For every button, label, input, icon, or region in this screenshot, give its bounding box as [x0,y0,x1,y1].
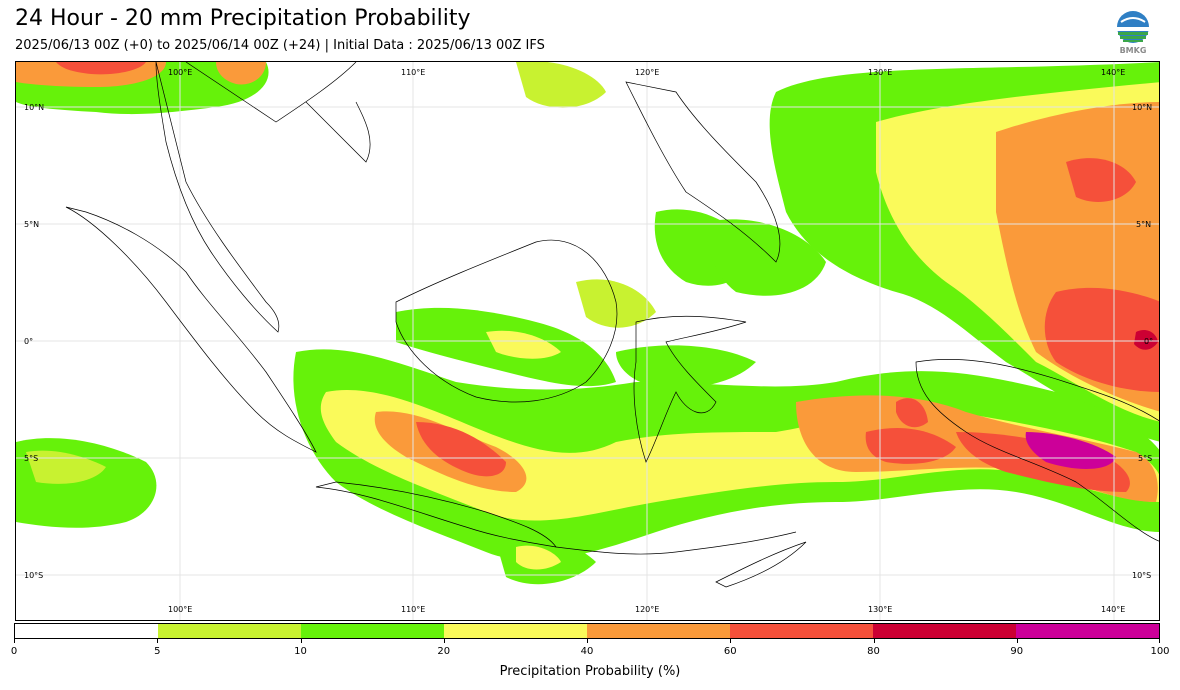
indochina-coast [185,62,357,123]
colorbar-segment [15,624,158,638]
bmkg-logo-icon: BMKG [1114,10,1152,56]
colorbar-tick [300,639,302,643]
nusa-tenggara-coast [555,531,797,555]
lon-label-bottom: 110°E [401,605,425,614]
lat-label-left: 0° [24,337,33,346]
sumatra-coast [65,206,317,453]
map-canvas: 100°E 110°E 120°E 130°E 140°E 100°E 110°… [16,62,1159,620]
lat-label-right: 0° [1144,337,1153,346]
sulawesi-coast [633,315,747,463]
colorbar-tick-label: 90 [1010,646,1024,657]
lon-label-bottom: 140°E [1101,605,1125,614]
lat-label-left: 10°N [24,103,44,112]
lon-label-top: 130°E [868,68,892,77]
lat-label-right: 5°N [1136,220,1151,229]
colorbar-tick [1159,639,1160,643]
timor-coast [715,541,807,588]
papua-coast [915,359,1159,542]
lon-label-top: 100°E [168,68,192,77]
colorbar-tick-label: 10 [294,646,307,657]
colorbar-title: Precipitation Probability (%) [499,664,681,679]
page-subtitle: 2025/06/13 00Z (+0) to 2025/06/14 00Z (+… [15,38,545,53]
lon-label-top: 120°E [635,68,659,77]
coastlines [65,62,1159,588]
colorbar [14,623,1160,639]
colorbar-tick-label: 100 [1150,646,1170,657]
colorbar-segment [587,624,730,638]
colorbar-tick [157,639,159,643]
page-title: 24 Hour - 20 mm Precipitation Probabilit… [15,6,471,31]
lat-labels-right: 10°N 5°N 0° 5°S 10°S [1132,103,1153,580]
colorbar-segment [873,624,1016,638]
colorbar-segment [301,624,444,638]
lat-label-right: 10°N [1132,103,1152,112]
colorbar-segment [1016,624,1159,638]
precipitation-map[interactable]: 100°E 110°E 120°E 130°E 140°E 100°E 110°… [15,61,1160,621]
lat-label-left: 10°S [24,571,43,580]
colorbar-tick [14,639,15,643]
lat-label-left: 5°S [24,454,38,463]
lon-labels-top: 100°E 110°E 120°E 130°E 140°E [168,68,1125,77]
vietnam-coast [305,101,371,163]
philippines-coast [625,81,781,263]
colorbar-tick [587,639,588,643]
colorbar-tick [443,639,445,643]
lat-labels-left: 10°N 5°N 0° 5°S 10°S [24,103,44,580]
lon-label-top: 110°E [401,68,425,77]
lat-label-right: 10°S [1132,571,1151,580]
colorbar-tick [1016,639,1018,643]
lon-label-bottom: 100°E [168,605,192,614]
lon-label-top: 140°E [1101,68,1125,77]
borneo-coast [395,239,618,403]
colorbar-segment [158,624,301,638]
colorbar-tick [873,639,875,643]
lat-label-right: 5°S [1138,454,1152,463]
lon-label-bottom: 120°E [635,605,659,614]
graticule [16,62,1159,620]
colorbar-tick-label: 0 [10,646,18,657]
java-coast [315,481,557,548]
lon-labels-bottom: 100°E 110°E 120°E 130°E 140°E [168,605,1125,614]
colorbar-tick-label: 80 [867,646,880,657]
colorbar-segment [730,624,873,638]
colorbar-tick-label: 20 [437,646,451,657]
colorbar-tick-label: 60 [723,646,737,657]
colorbar-tick [730,639,732,643]
bmkg-logo-text: BMKG [1120,46,1147,55]
colorbar-ticks: 0 5 10 20 40 60 80 90 100 [10,639,1170,659]
colorbar-tick-label: 40 [580,646,594,657]
lon-label-bottom: 130°E [868,605,892,614]
malay-peninsula-coast [155,62,280,333]
lat-label-left: 5°N [24,220,39,229]
precip-field [16,62,1159,585]
colorbar-tick-label: 5 [154,646,161,657]
colorbar-segment [444,624,587,638]
